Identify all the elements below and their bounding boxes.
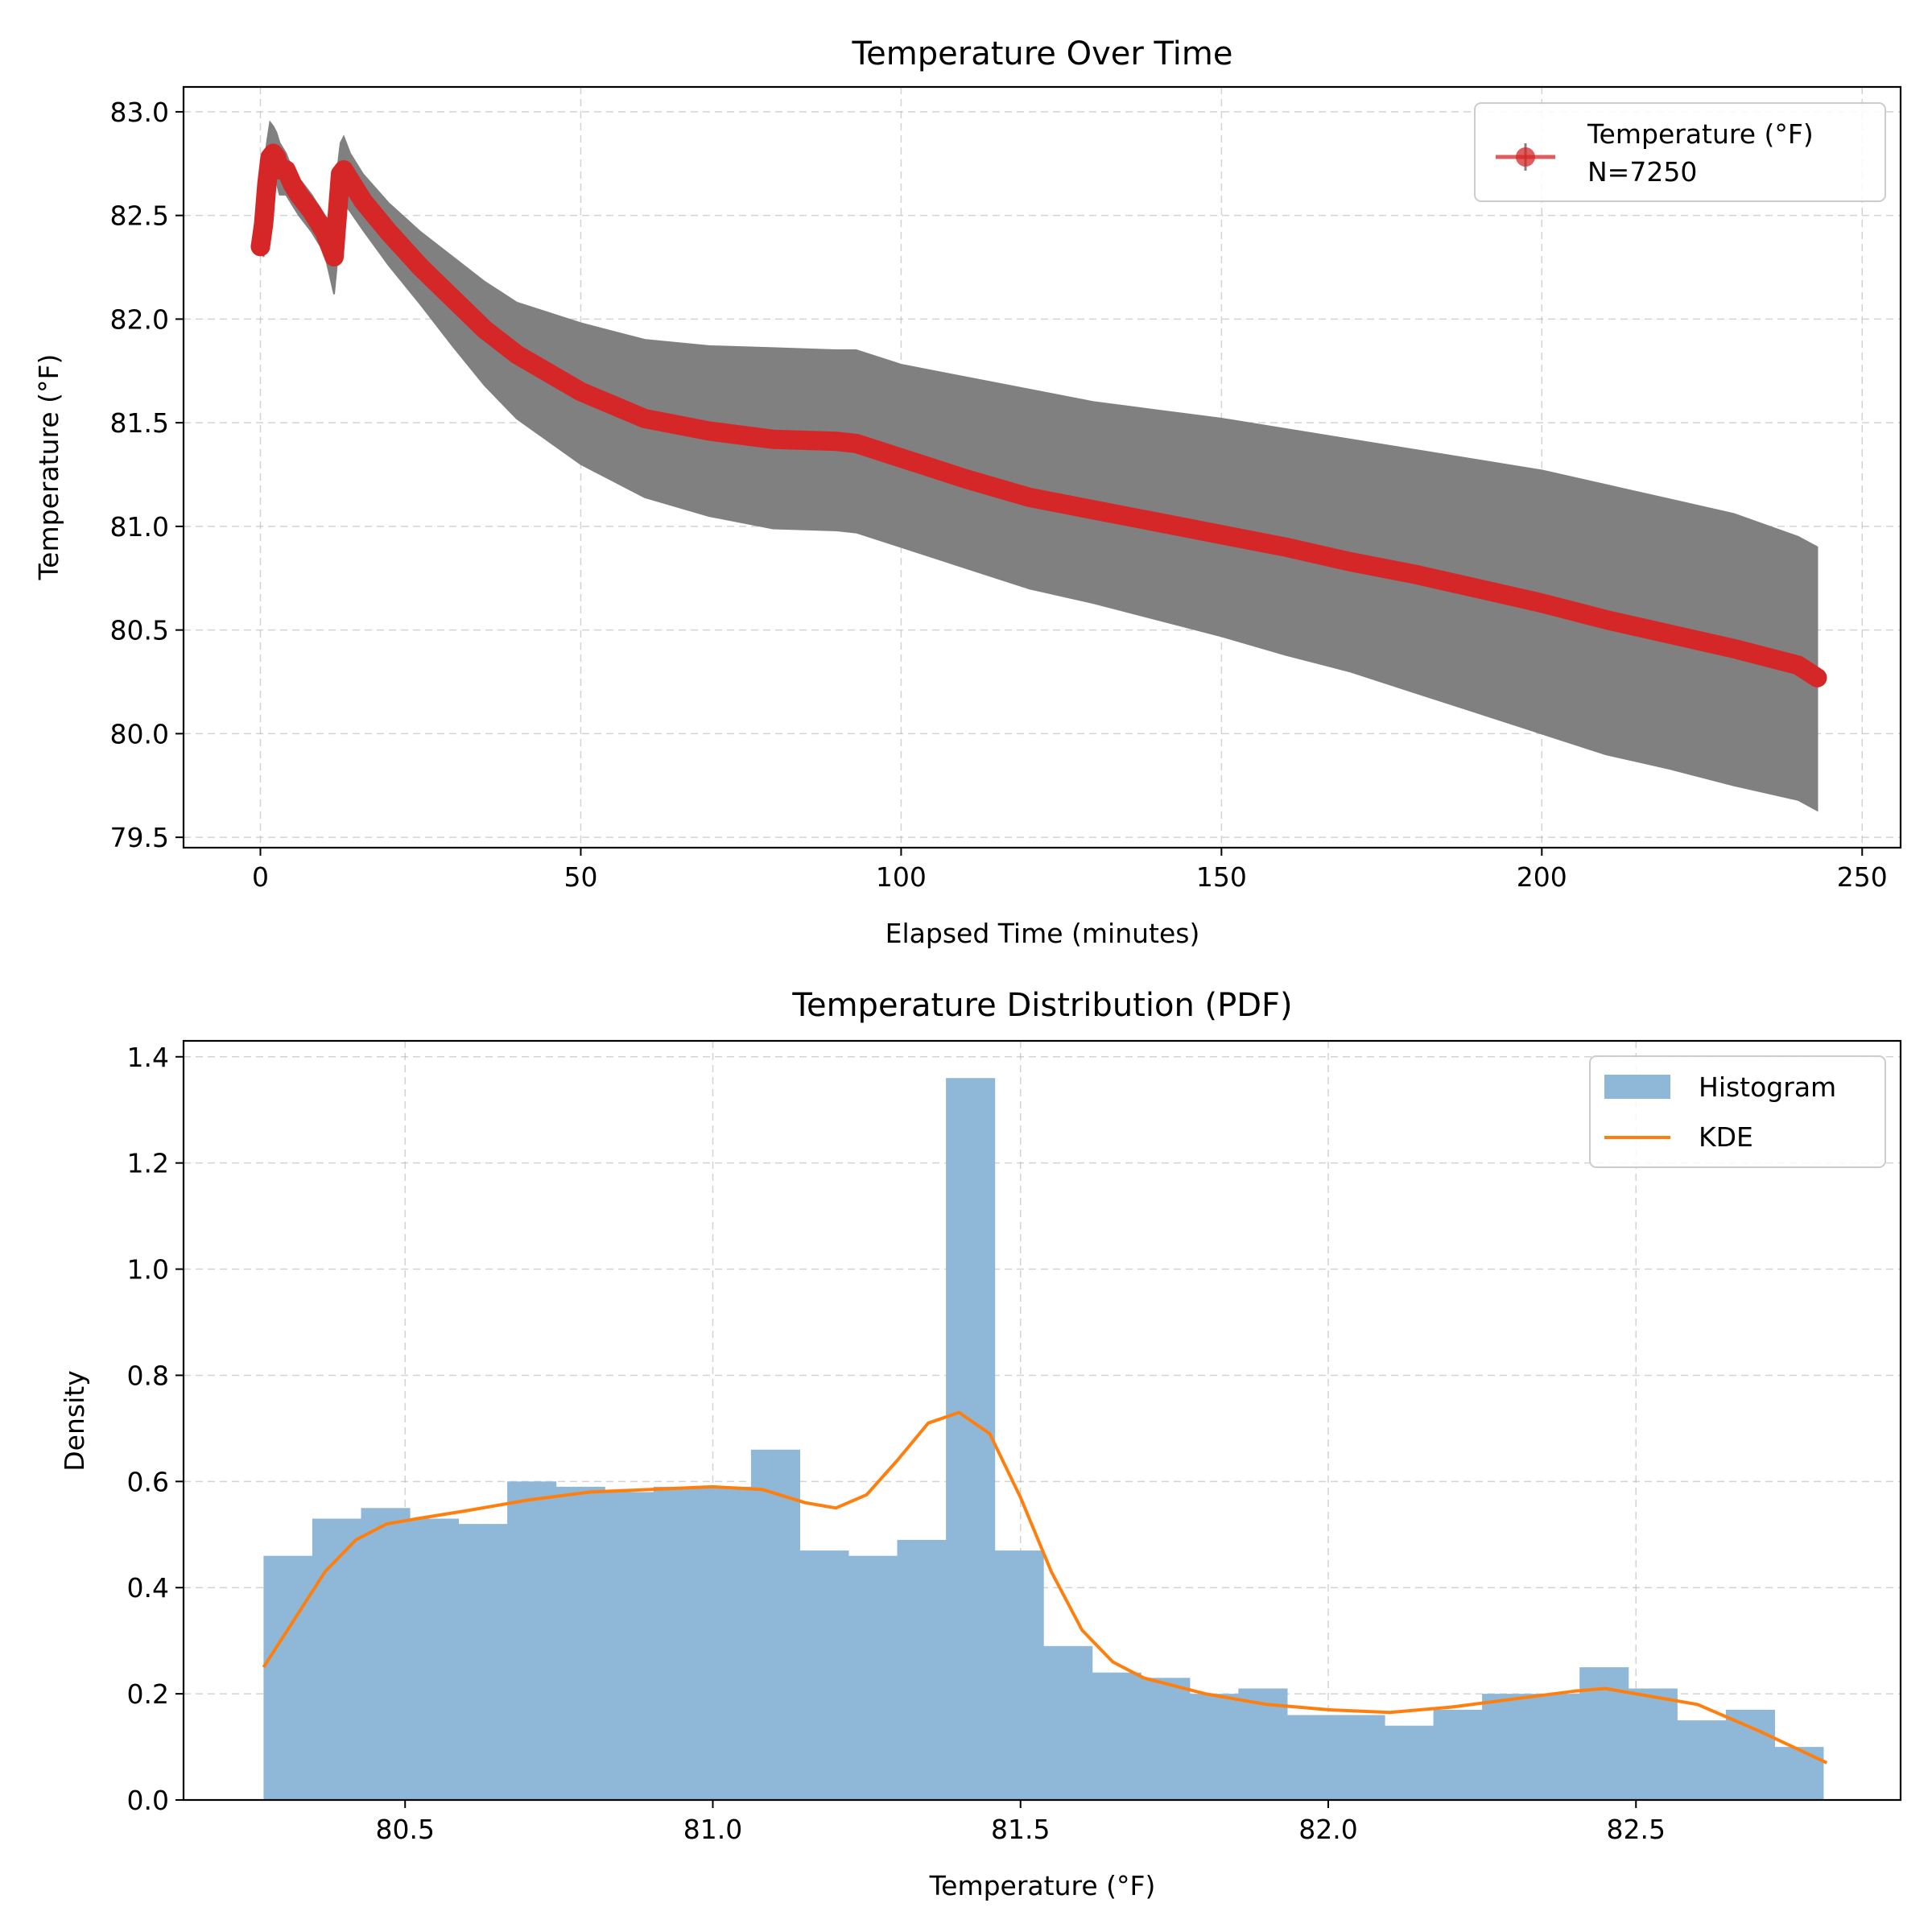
- histogram-bar: [1482, 1694, 1532, 1800]
- x-tick-label: 100: [876, 861, 927, 893]
- histogram-bar: [799, 1550, 849, 1800]
- x-tick-label: 80.5: [375, 1814, 434, 1845]
- histogram-bar: [1335, 1715, 1385, 1800]
- histogram-bar: [848, 1555, 898, 1800]
- time-series-legend: Temperature (°F) N=7250: [1474, 102, 1886, 202]
- legend-histogram-swatch: [1604, 1075, 1670, 1099]
- histogram-bar: [1092, 1672, 1141, 1800]
- time-series-title: Temperature Over Time: [852, 35, 1233, 72]
- first-data-point: [250, 237, 270, 257]
- legend-histogram-label: Histogram: [1699, 1071, 1836, 1103]
- legend-kde-label: KDE: [1699, 1121, 1753, 1153]
- histogram-bar: [458, 1524, 508, 1800]
- x-tick-label: 82.0: [1298, 1814, 1357, 1845]
- y-tick-label: 81.0: [110, 511, 169, 543]
- histogram-bar: [410, 1518, 460, 1800]
- time-series-frame: [182, 85, 1902, 849]
- histogram-bars: [263, 1078, 1824, 1800]
- histogram-bar: [1385, 1725, 1435, 1800]
- histogram-bar: [750, 1449, 800, 1800]
- x-tick-label: 0: [252, 861, 269, 893]
- histogram-bar: [994, 1550, 1044, 1800]
- legend-series-name: Temperature (°F): [1587, 118, 1814, 150]
- x-tick-label: 250: [1837, 861, 1888, 893]
- temperature-line: [250, 143, 1827, 687]
- time-series-y-ticks: 79.5 80.0 80.5 81.0 81.5 82.0 82.5 83.0: [110, 97, 184, 853]
- histogram-bar: [946, 1078, 996, 1800]
- histogram-bar: [653, 1486, 703, 1800]
- time-series-panel: Temperature Over Time 0 50 100 150 200 250 79…: [33, 35, 1902, 949]
- histogram-bar: [507, 1481, 557, 1800]
- time-series-x-label: Elapsed Time (minutes): [886, 918, 1200, 949]
- y-tick-label: 83.0: [110, 97, 169, 128]
- y-tick-label: 80.5: [110, 615, 169, 646]
- legend-sample-count: N=7250: [1587, 156, 1697, 188]
- histogram-bar: [1725, 1709, 1775, 1800]
- distribution-x-ticks: 80.5 81.0 81.5 82.0 82.5: [375, 1800, 1666, 1845]
- distribution-legend: Histogram KDE: [1589, 1055, 1886, 1168]
- y-tick-label: 1.2: [127, 1148, 169, 1179]
- x-tick-label: 200: [1517, 861, 1567, 893]
- histogram-bar: [1628, 1688, 1678, 1800]
- y-tick-label: 82.0: [110, 303, 169, 335]
- x-tick-label: 81.5: [991, 1814, 1050, 1845]
- x-tick-label: 81.0: [683, 1814, 742, 1845]
- x-tick-label: 150: [1196, 861, 1247, 893]
- histogram-bar: [263, 1555, 313, 1800]
- legend-box: [1474, 102, 1886, 202]
- y-tick-label: 0.8: [127, 1360, 169, 1391]
- y-tick-label: 0.4: [127, 1572, 169, 1604]
- y-tick-label: 0.6: [127, 1466, 169, 1497]
- histogram-bar: [605, 1492, 654, 1800]
- histogram-bar: [897, 1539, 947, 1800]
- y-tick-label: 1.0: [127, 1254, 169, 1286]
- histogram-bar: [1677, 1720, 1727, 1800]
- error-band: [259, 120, 1818, 812]
- distribution-x-label: Temperature (°F): [929, 1870, 1156, 1901]
- temperature-series: [250, 143, 1827, 687]
- legend-point-marker: [1516, 147, 1535, 167]
- y-tick-label: 1.4: [127, 1042, 169, 1073]
- time-series-x-ticks: 0 50 100 150 200 250: [252, 848, 1888, 893]
- distribution-frame: [182, 1039, 1902, 1802]
- distribution-y-ticks: 0.0 0.2 0.4 0.6 0.8 1.0 1.2 1.4: [127, 1042, 184, 1816]
- y-tick-label: 81.5: [110, 407, 169, 439]
- histogram-bar: [1141, 1678, 1191, 1800]
- y-tick-label: 80.0: [110, 718, 169, 749]
- histogram-bar: [1774, 1747, 1824, 1800]
- histogram-bar: [1189, 1694, 1239, 1800]
- y-tick-label: 0.0: [127, 1785, 169, 1816]
- histogram-bar: [702, 1486, 752, 1800]
- time-series-y-label: Temperature (°F): [33, 354, 64, 581]
- y-tick-label: 0.2: [127, 1678, 169, 1710]
- histogram-bar: [1286, 1715, 1336, 1800]
- y-tick-label: 82.5: [110, 200, 169, 232]
- distribution-panel: Temperature Distribution (PDF) 80.5 81.0 8…: [59, 987, 1902, 1901]
- y-tick-label: 79.5: [110, 822, 169, 853]
- histogram-bar: [361, 1508, 411, 1800]
- distribution-y-label: Density: [59, 1370, 90, 1471]
- distribution-title: Temperature Distribution (PDF): [791, 987, 1292, 1024]
- histogram-bar: [1043, 1645, 1093, 1800]
- error-band-area: [259, 120, 1818, 812]
- histogram-bar: [312, 1518, 361, 1800]
- histogram-bar: [555, 1486, 605, 1800]
- x-tick-label: 50: [564, 861, 597, 893]
- x-tick-label: 82.5: [1607, 1814, 1666, 1845]
- histogram-bar: [1530, 1694, 1580, 1800]
- kde-curve: [262, 1410, 1828, 1765]
- histogram-bar: [1433, 1709, 1483, 1800]
- kde-line: [262, 1410, 1828, 1765]
